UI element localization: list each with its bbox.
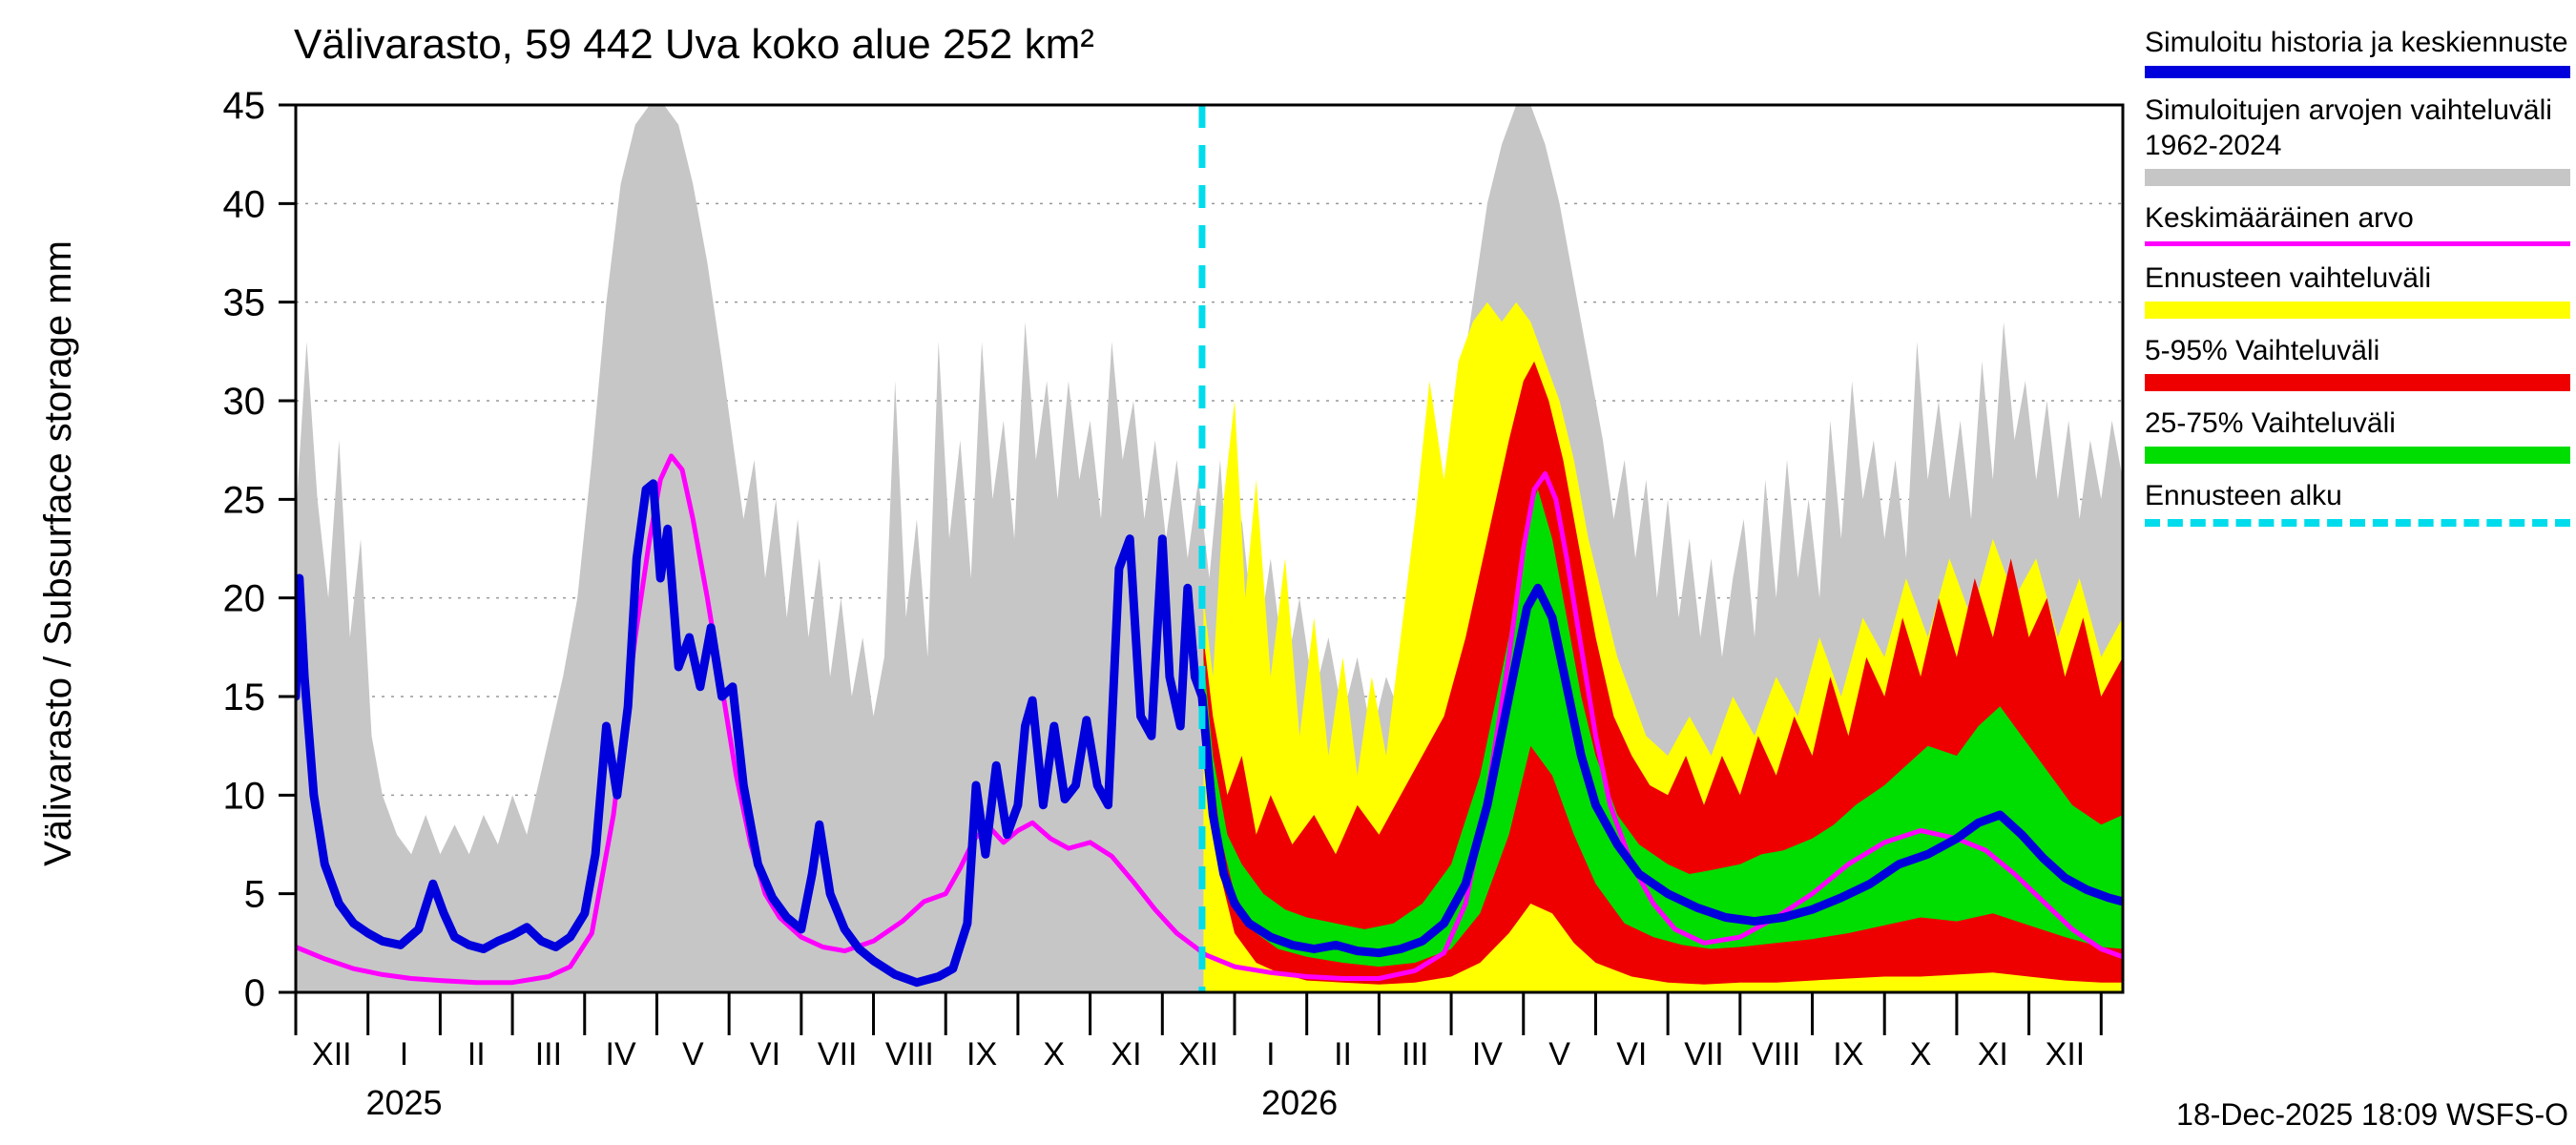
x-month-label: X (1910, 1036, 1932, 1072)
y-tick-label: 5 (244, 874, 265, 916)
legend-label: Simuloitu historia ja keskiennuste (2145, 27, 2568, 58)
legend: Simuloitu historia ja keskiennuste Simulo… (2145, 25, 2570, 527)
legend-label: 25-75% Vaihteluväli (2145, 407, 2396, 439)
y-tick-label: 30 (223, 381, 266, 423)
chart-title: Välivarasto, 59 442 Uva koko alue 252 km… (294, 21, 1094, 68)
x-year-label: 2026 (1261, 1083, 1338, 1122)
x-month-label: VI (1616, 1036, 1647, 1072)
x-month-label: V (1548, 1036, 1570, 1072)
x-month-label: XII (312, 1036, 352, 1072)
y-tick-label: 15 (223, 677, 266, 718)
legend-label: Ennusteen alku (2145, 480, 2342, 511)
y-tick-label: 25 (223, 479, 266, 521)
mean-value-line (296, 453, 2123, 986)
legend-item: 25-75% Vaihteluväli (2145, 406, 2570, 464)
x-month-label: XII (1178, 1036, 1218, 1072)
legend-item: Keskimääräinen arvo (2145, 200, 2570, 246)
legend-label: Keskimääräinen arvo (2145, 202, 2414, 234)
x-month-label: VII (1684, 1036, 1724, 1072)
y-tick-label: 35 (223, 282, 266, 324)
sim-history-forecast-line (296, 479, 2123, 988)
legend-swatch-band (2145, 169, 2570, 186)
y-tick-label: 45 (223, 85, 266, 127)
legend-item: 5-95% Vaihteluväli (2145, 333, 2570, 391)
legend-item: Simuloitu historia ja keskiennuste (2145, 25, 2570, 78)
x-month-label: IV (606, 1036, 636, 1072)
x-month-label: XI (1978, 1036, 2008, 1072)
x-month-label: I (400, 1036, 408, 1072)
legend-item: Simuloitujen arvojen vaihteluväli 1962-2… (2145, 93, 2570, 186)
x-month-label: V (682, 1036, 704, 1072)
legend-item: Ennusteen vaihteluväli (2145, 260, 2570, 319)
x-month-label: XII (2046, 1036, 2086, 1072)
x-month-label: VIII (1752, 1036, 1800, 1072)
plot-frame (294, 103, 2125, 994)
legend-label: Simuloitujen arvojen vaihteluväli 1962-2… (2145, 94, 2552, 161)
y-tick-label: 20 (223, 578, 266, 620)
x-month-label: II (467, 1036, 486, 1072)
legend-swatch-band (2145, 447, 2570, 464)
legend-swatch-dash (2145, 519, 2570, 527)
x-month-label: II (1334, 1036, 1352, 1072)
timestamp-label: 18-Dec-2025 18:09 WSFS-O (2176, 1097, 2568, 1132)
x-month-label: IX (1833, 1036, 1863, 1072)
x-month-label: III (535, 1036, 562, 1072)
legend-swatch-thick (2145, 66, 2570, 78)
x-month-label: I (1266, 1036, 1275, 1072)
x-year-label: 2025 (365, 1083, 442, 1122)
legend-label: 5-95% Vaihteluväli (2145, 335, 2380, 366)
range-25-75-band (1203, 489, 2123, 968)
x-month-label: X (1043, 1036, 1065, 1072)
x-month-label: VIII (885, 1036, 934, 1072)
legend-swatch-band (2145, 374, 2570, 391)
x-month-label: VI (750, 1036, 780, 1072)
x-month-label: IX (966, 1036, 997, 1072)
legend-label: Ennusteen vaihteluväli (2145, 262, 2432, 294)
y-tick-label: 0 (244, 972, 265, 1014)
y-tick-label: 40 (223, 183, 266, 225)
legend-swatch-band (2145, 302, 2570, 319)
x-month-label: XI (1111, 1036, 1141, 1072)
y-axis-label: Välivarasto / Subsurface storage mm (37, 240, 79, 866)
legend-item: Ennusteen alku (2145, 478, 2570, 527)
x-month-label: III (1402, 1036, 1428, 1072)
y-tick-label: 10 (223, 775, 266, 817)
x-month-label: VII (818, 1036, 858, 1072)
x-month-label: IV (1472, 1036, 1503, 1072)
legend-swatch-thin (2145, 241, 2570, 246)
